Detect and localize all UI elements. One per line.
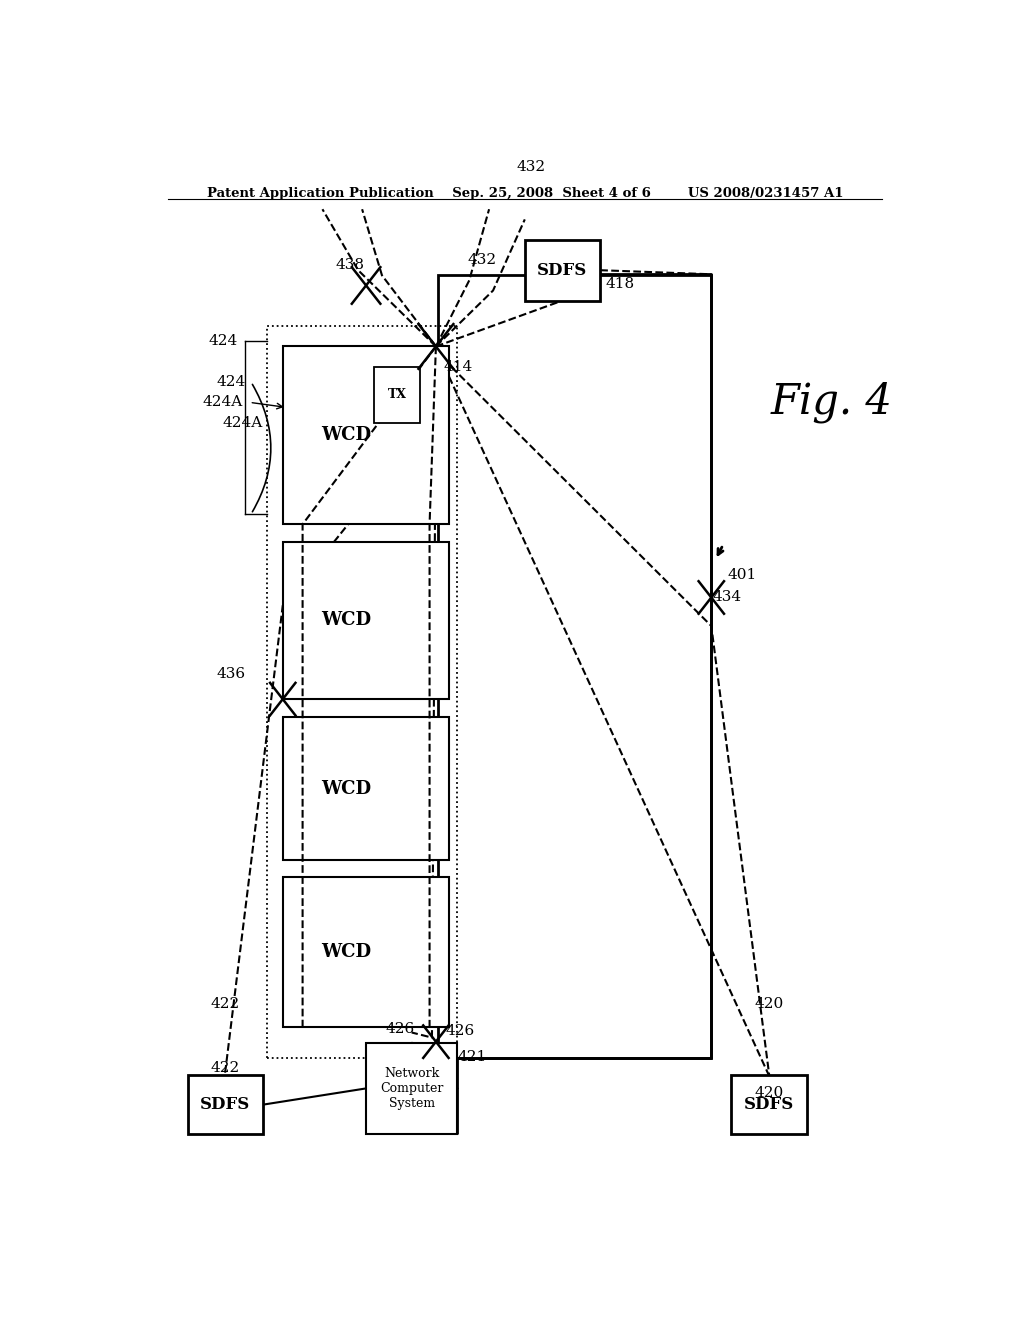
Text: 418: 418 [605,277,635,292]
Text: 401: 401 [727,568,757,582]
Bar [524,240,600,301]
Text: SDFS: SDFS [743,1096,794,1113]
Text: 434: 434 [713,590,741,605]
Text: 420: 420 [755,1086,784,1101]
Text: 432: 432 [516,160,546,174]
Bar [187,1076,263,1134]
Text: WCD: WCD [321,944,371,961]
Text: SDFS: SDFS [200,1096,250,1113]
Text: 432: 432 [468,253,497,267]
Text: WCD: WCD [321,611,371,630]
Text: 424: 424 [208,334,238,348]
Bar [283,876,450,1027]
Text: 426: 426 [386,1023,415,1036]
Text: Fig. 4: Fig. 4 [771,381,893,424]
Text: 422: 422 [210,1061,240,1074]
Text: 438: 438 [336,259,365,272]
Bar [283,718,450,859]
Bar [283,541,450,700]
Text: 420: 420 [755,997,783,1011]
Text: Patent Application Publication    Sep. 25, 2008  Sheet 4 of 6        US 2008/023: Patent Application Publication Sep. 25, … [207,187,843,199]
Text: 422: 422 [211,997,240,1011]
Bar [374,367,420,422]
Bar [267,326,458,1057]
Text: 436: 436 [217,667,246,681]
Text: Network
Computer
System: Network Computer System [380,1067,443,1110]
Text: TX: TX [387,388,407,401]
Text: 424A: 424A [203,395,243,409]
Bar [731,1076,807,1134]
Text: 414: 414 [443,360,473,374]
Text: WCD: WCD [321,780,371,797]
Text: SDFS: SDFS [538,261,588,279]
Text: WCD: WCD [321,426,371,445]
Text: 424A: 424A [222,416,263,430]
Text: 421: 421 [457,1049,486,1064]
Text: 424: 424 [216,375,246,389]
Bar [367,1043,458,1134]
Bar [283,346,450,524]
Text: 426: 426 [445,1023,475,1038]
Bar [437,276,712,1057]
